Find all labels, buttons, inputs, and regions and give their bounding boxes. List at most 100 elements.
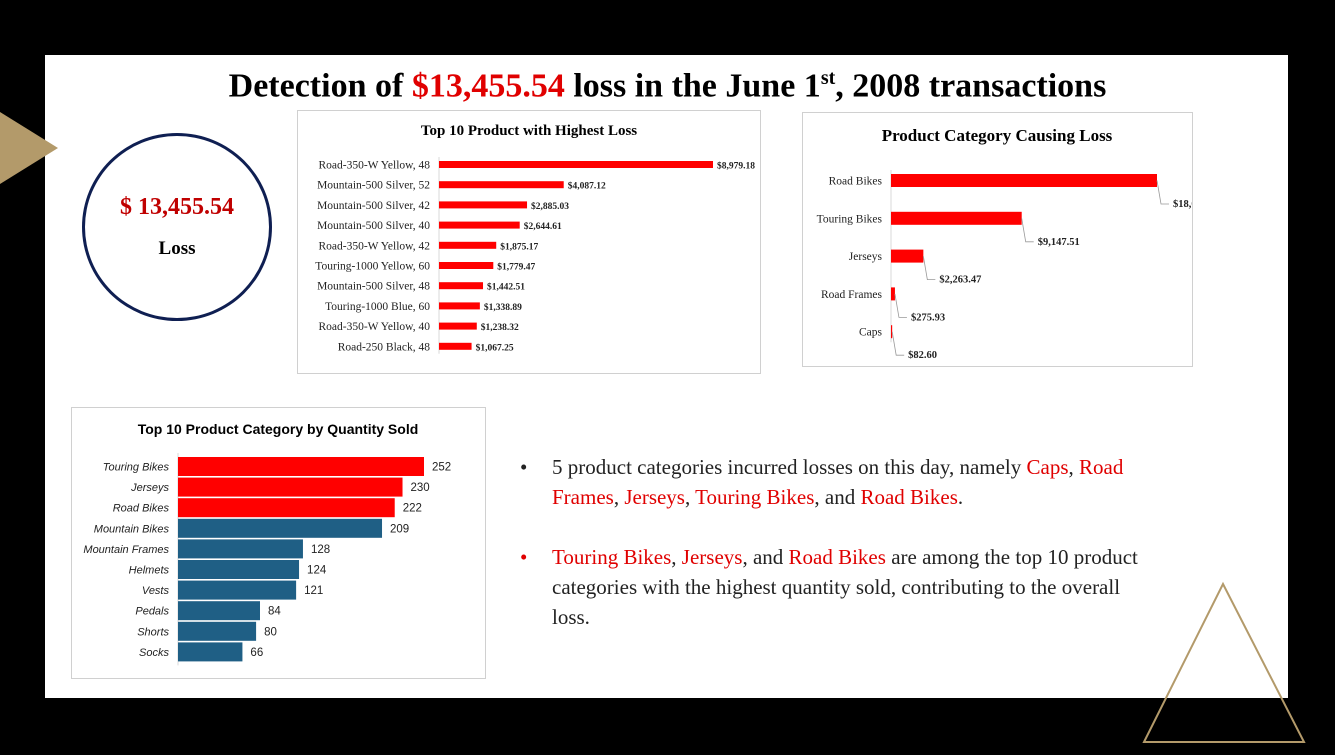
bar [891,211,1022,225]
category-tick-label: Road-350-W Yellow, 48 [319,160,431,172]
bullet-text: , [613,485,625,509]
category-tick-label: Mountain-500 Silver, 42 [317,200,430,212]
data-label: $275.93 [911,312,945,323]
category-tick-label: Road Bikes [829,176,883,188]
bullet-text: , and [742,545,789,569]
bar [178,477,403,497]
bar [178,539,303,559]
category-tick-label: Socks [139,647,169,659]
data-label: $82.60 [908,350,937,361]
bar [178,642,243,662]
category-tick-label: Jerseys [849,251,883,263]
highlighted-category: Road Bikes [788,545,886,569]
category-tick-label: Mountain-500 Silver, 52 [317,180,430,192]
bullet-text: 5 product categories incurred losses on … [552,455,1027,479]
highlighted-category: Caps [1026,455,1069,479]
data-label: 222 [403,503,422,515]
bar [178,498,395,518]
bar [439,161,713,168]
highlighted-category: Road Bikes [860,485,958,509]
category-tick-label: Mountain Bikes [94,523,170,535]
data-label: $8,979.18 [717,161,755,172]
category-tick-label: Mountain Frames [83,544,169,556]
leader-line [891,331,905,356]
chart-top10-products-loss: Top 10 Product with Highest Loss Road-350… [297,110,761,374]
chart-top10-products-loss-svg: Top 10 Product with Highest Loss Road-350… [315,123,755,354]
leader-line [1021,218,1034,243]
bar [891,287,895,301]
bullet-text: . [957,485,964,509]
loss-kpi-amount: $ 13,455.54 [120,194,234,220]
chart-title: Top 10 Product with Highest Loss [421,123,637,139]
bar [439,241,497,249]
bullet-text: are among the top 10 product categories … [552,545,1138,629]
category-tick-label: Pedals [135,606,169,618]
highlighted-category: Jerseys [624,485,685,509]
bar [439,181,564,189]
category-tick-label: Vests [142,585,170,597]
bar [439,302,480,310]
data-label: 80 [264,626,277,638]
chart-title: Product Category Causing Loss [882,126,1113,145]
title-superscript: st [820,67,836,89]
category-tick-label: Helmets [129,565,170,577]
bar [439,221,520,229]
category-tick-label: Mountain-500 Silver, 40 [317,220,430,232]
title-suffix: , 2008 transactions [835,67,1107,105]
category-tick-label: Mountain-500 Silver, 48 [317,281,430,293]
bar [439,342,472,350]
data-label: 124 [307,565,327,577]
data-label: $1,238.32 [481,322,519,333]
leader-line [1156,180,1169,205]
data-label: $2,885.03 [531,201,569,212]
title-loss-amount: $13,455.54 [411,67,565,105]
loss-kpi-label: Loss [158,238,196,259]
arrow-decoration-icon [0,112,58,184]
highlighted-category: Touring Bikes [695,485,815,509]
bullet-dot-icon: • [520,455,528,479]
leader-line [922,256,936,281]
bar [178,621,257,641]
bullet-text: , [1068,455,1080,479]
bullet-text: , and [814,485,861,509]
triangle-outline-icon [1142,581,1306,743]
data-label: $1,779.47 [497,262,535,273]
data-label: 128 [311,544,330,556]
category-tick-label: Road-250 Black, 48 [338,341,431,353]
highlighted-category: Road Frames [552,455,1124,509]
title-middle: loss in the June 1 [564,67,821,105]
chart-category-loss-svg: Product Category Causing Loss Road Bikes $… [817,126,1192,361]
insight-bullet-2: • Touring Bikes, Jerseys, and Road Bikes … [520,542,1160,632]
category-tick-label: Shorts [137,626,169,638]
data-label: $2,644.61 [524,221,562,232]
bar [891,249,924,263]
bar [178,601,260,621]
insight-bullet-1: • 5 product categories incurred losses on… [520,452,1160,512]
data-label: $1,067.25 [476,342,514,353]
data-label: $1,875.17 [500,241,538,252]
data-label: 230 [411,482,430,494]
title-prefix: Detection of [228,67,412,105]
bar [891,325,893,339]
category-tick-label: Road Bikes [113,503,170,515]
data-label: $4,087.12 [568,181,606,192]
bar [439,201,528,209]
chart-category-loss: Product Category Causing Loss Road Bikes $… [802,112,1193,367]
bar [178,518,383,538]
bar [439,282,484,290]
data-label: $1,338.89 [484,302,522,313]
data-label: 209 [390,523,409,535]
category-tick-label: Touring Bikes [103,462,170,474]
bullet-text: , [671,545,682,569]
data-label: $18,616.74 [1173,199,1192,210]
data-label: 252 [432,462,451,474]
category-tick-label: Road Frames [821,289,883,301]
category-tick-label: Road-350-W Yellow, 40 [319,321,431,333]
data-label: 84 [268,606,281,618]
category-tick-label: Touring-1000 Yellow, 60 [315,261,430,273]
bar [439,262,494,269]
category-tick-label: Caps [859,327,883,339]
data-label: $2,263.47 [939,275,981,286]
data-label: 66 [250,647,263,659]
bar [891,174,1157,187]
